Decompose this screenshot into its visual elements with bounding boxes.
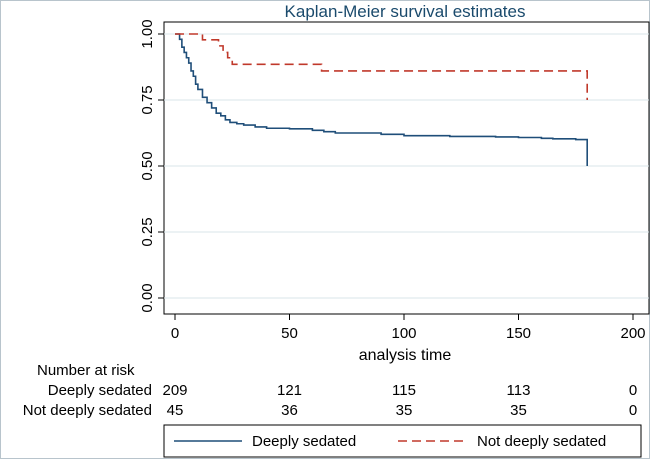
legend-label-2: Not deeply sedated — [477, 433, 606, 450]
plot-area — [163, 21, 650, 315]
legend-label-1: Deeply sedated — [252, 433, 356, 450]
legend-box — [163, 424, 642, 458]
y-tick-label: 0.50 — [139, 151, 156, 180]
series-line-2 — [175, 33, 588, 100]
x-tick-label: 200 — [620, 325, 645, 342]
risk-row-label: Deeply sedated — [48, 382, 152, 399]
risk-value: 36 — [281, 402, 298, 419]
risk-value: 209 — [162, 382, 187, 399]
x-tick-label: 150 — [506, 325, 531, 342]
chart-title: Kaplan-Meier survival estimates — [285, 2, 526, 21]
x-axis: 0 50 100 150 200 — [171, 314, 646, 342]
risk-value: 35 — [510, 402, 527, 419]
series-line-1 — [175, 33, 588, 166]
risk-row-label: Not deeply sedated — [23, 402, 152, 419]
y-tick-label: 1.00 — [139, 19, 156, 48]
risk-value: 35 — [396, 402, 413, 419]
risk-table-heading: Number at risk — [37, 362, 135, 379]
y-tick-label: 0.00 — [139, 283, 156, 312]
risk-value: 45 — [167, 402, 184, 419]
risk-table: Number at risk Deeply sedated 209 121 115 11… — [23, 362, 637, 419]
x-tick-label: 50 — [281, 325, 298, 342]
series-layer — [175, 33, 588, 166]
risk-value: 115 — [392, 382, 416, 399]
risk-value: 0 — [629, 402, 637, 419]
risk-value: 0 — [629, 382, 637, 399]
y-tick-label: 0.25 — [139, 217, 156, 246]
x-tick-label: 100 — [391, 325, 416, 342]
x-tick-label: 0 — [171, 325, 179, 342]
risk-value: 121 — [277, 382, 302, 399]
y-tick-label: 0.75 — [139, 85, 156, 114]
gridlines — [164, 33, 649, 299]
y-axis: 0.00 0.25 0.50 0.75 1.00 — [139, 19, 164, 313]
risk-value: 113 — [507, 382, 531, 399]
x-axis-title: analysis time — [359, 347, 452, 364]
legend: Deeply sedated Not deeply sedated — [163, 424, 642, 458]
